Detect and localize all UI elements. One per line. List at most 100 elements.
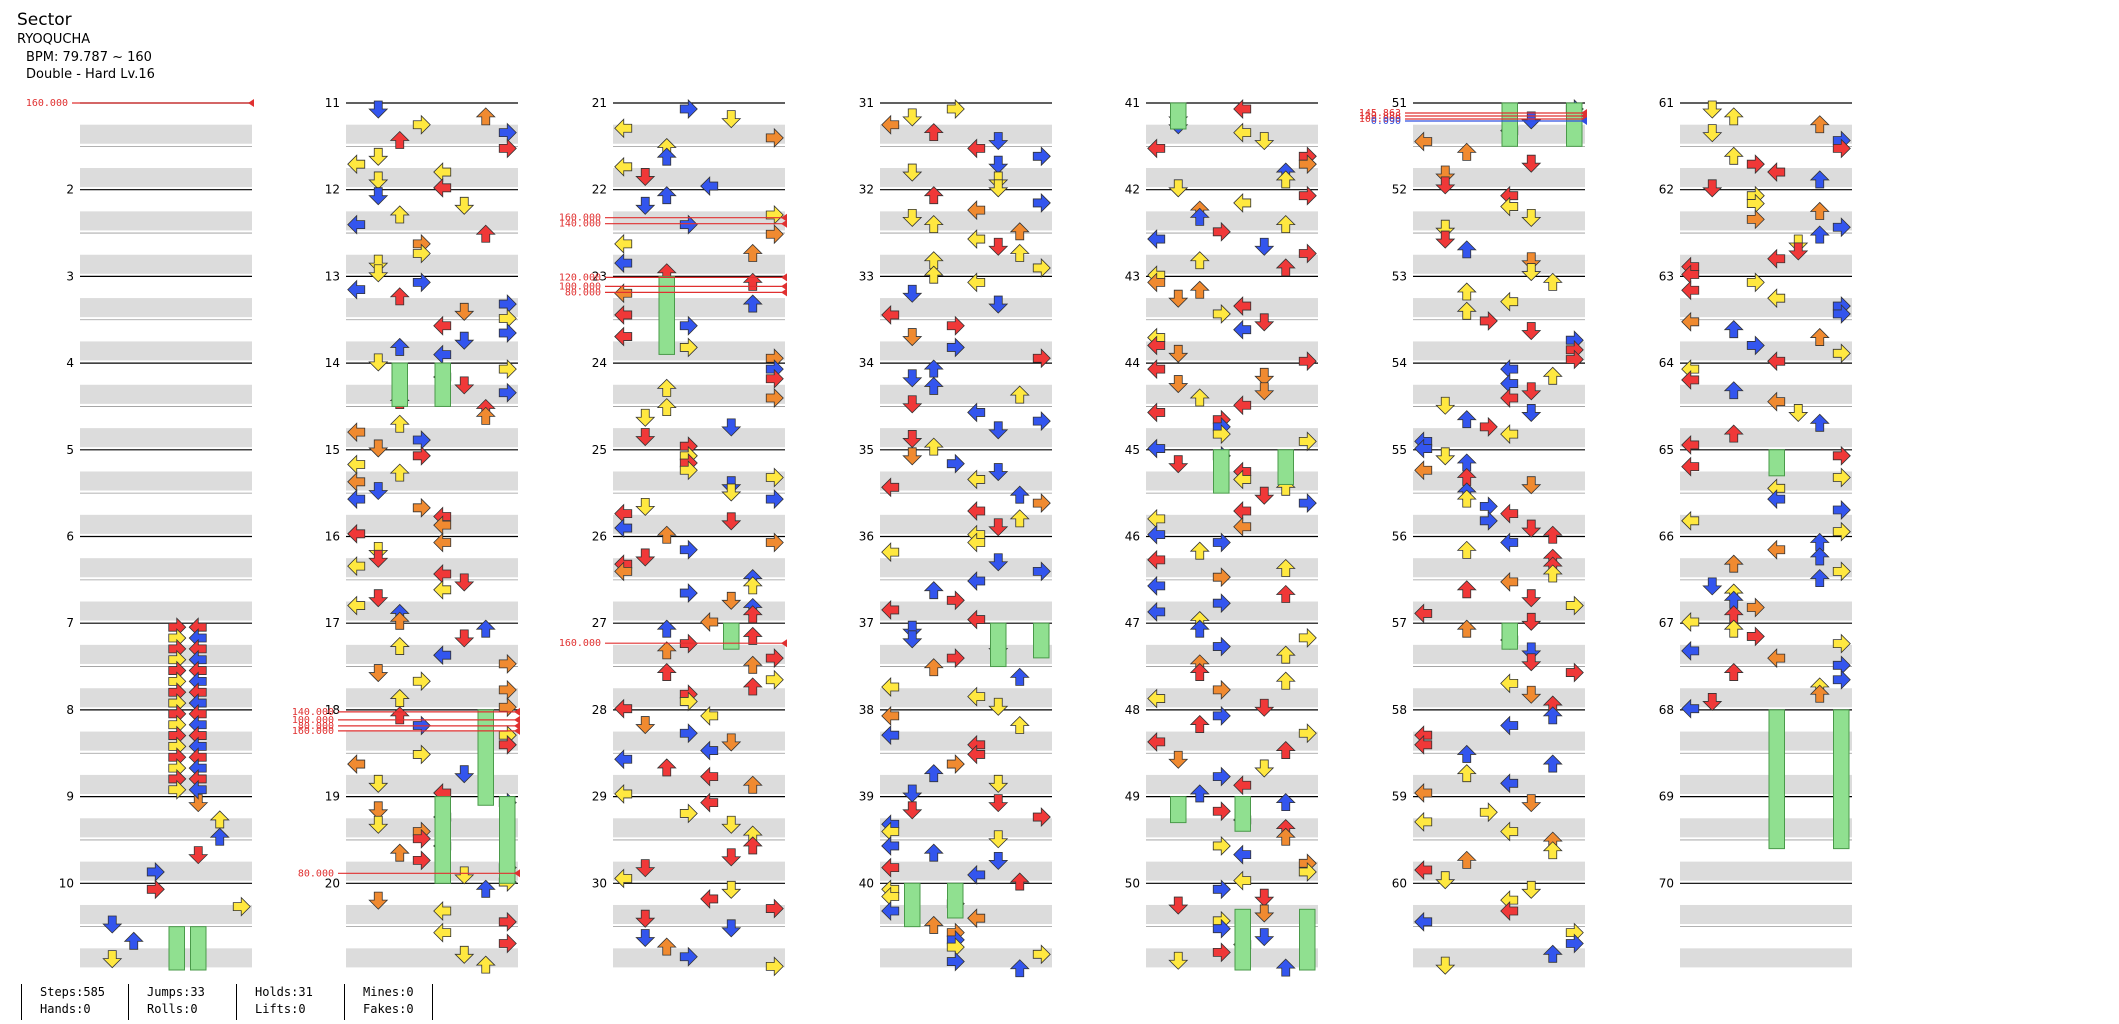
left-arrow-icon xyxy=(1233,319,1252,340)
beat-band xyxy=(346,254,518,274)
up-arrow-icon xyxy=(475,879,496,898)
down-arrow-icon xyxy=(188,846,209,865)
right-arrow-icon xyxy=(1298,861,1317,882)
left-arrow-icon xyxy=(1233,296,1252,317)
up-arrow-icon xyxy=(1809,569,1830,588)
measure-36: 36 xyxy=(859,530,1052,621)
down-arrow-icon xyxy=(1521,322,1542,341)
right-arrow-icon xyxy=(1212,221,1231,242)
beat-band xyxy=(1680,861,1852,881)
hold-bar xyxy=(477,709,494,806)
beat-band xyxy=(346,818,518,838)
up-arrow-icon xyxy=(475,955,496,974)
down-arrow-icon xyxy=(454,331,475,350)
beat-band xyxy=(80,384,252,404)
measure-29: 29 xyxy=(592,790,785,881)
measure-69: 69 xyxy=(1659,790,1852,881)
measure-19: 19 xyxy=(325,790,518,881)
right-arrow-icon xyxy=(765,127,784,148)
left-arrow-icon xyxy=(614,518,633,539)
bpm-label: 160.000 xyxy=(559,213,601,224)
left-arrow-icon xyxy=(614,783,633,804)
left-arrow-icon xyxy=(347,489,366,510)
left-arrow-icon xyxy=(347,422,366,443)
left-arrow-icon xyxy=(1500,196,1519,217)
up-arrow-icon xyxy=(389,337,410,356)
bpm-marker xyxy=(1581,117,1587,125)
right-arrow-icon xyxy=(765,224,784,245)
down-arrow-icon xyxy=(721,880,742,899)
right-arrow-icon xyxy=(498,734,517,755)
measure-number: 2 xyxy=(66,183,74,197)
left-arrow-icon xyxy=(881,304,900,325)
beat-band xyxy=(80,168,252,188)
right-arrow-icon xyxy=(1212,918,1231,939)
bpm-marker xyxy=(781,639,787,648)
measure-number: 53 xyxy=(1392,269,1407,283)
down-arrow-icon xyxy=(368,187,389,206)
beat-band xyxy=(80,124,252,144)
left-arrow-icon xyxy=(881,705,900,726)
measure-number: 44 xyxy=(1125,356,1140,370)
left-arrow-icon xyxy=(1414,911,1433,932)
right-arrow-icon xyxy=(412,243,431,264)
right-arrow-icon xyxy=(1746,154,1765,175)
right-arrow-icon xyxy=(1032,561,1051,582)
right-arrow-icon xyxy=(1212,942,1231,963)
up-arrow-icon xyxy=(1809,413,1830,432)
up-arrow-icon xyxy=(656,147,677,166)
beat-band xyxy=(346,861,518,881)
down-arrow-icon xyxy=(1521,111,1542,130)
down-arrow-icon xyxy=(721,512,742,531)
down-arrow-icon xyxy=(1168,179,1189,198)
right-arrow-icon xyxy=(1032,807,1051,828)
measure-4: 4 xyxy=(66,356,252,448)
measure-32: 32 xyxy=(859,183,1052,274)
left-arrow-icon xyxy=(347,595,366,616)
measure-number: 37 xyxy=(859,616,874,630)
up-arrow-icon xyxy=(742,294,763,313)
down-arrow-icon xyxy=(902,784,923,803)
beat-band xyxy=(346,298,518,318)
left-arrow-icon xyxy=(1233,469,1252,490)
holds-layer xyxy=(168,102,1850,971)
beat-band xyxy=(880,818,1052,838)
step-chart: 2345678910111213141516171819202122232425… xyxy=(26,96,1852,978)
beat-band xyxy=(1413,818,1585,838)
up-arrow-icon xyxy=(475,619,496,638)
right-arrow-icon xyxy=(946,951,965,972)
beat-band xyxy=(1146,558,1318,578)
left-arrow-icon xyxy=(1414,783,1433,803)
measure-37: 37 xyxy=(859,616,1052,708)
right-arrow-icon xyxy=(1032,257,1051,278)
right-arrow-icon xyxy=(1565,933,1584,954)
beat-band xyxy=(880,774,1052,794)
left-arrow-icon xyxy=(1500,424,1519,445)
down-arrow-icon xyxy=(454,945,475,964)
measure-6: 6 xyxy=(66,530,252,621)
beat-band xyxy=(613,124,785,144)
down-arrow-icon xyxy=(1521,382,1542,401)
beat-band xyxy=(1680,428,1852,448)
down-arrow-icon xyxy=(102,950,123,969)
right-arrow-icon xyxy=(1212,303,1231,324)
right-arrow-icon xyxy=(412,114,431,135)
left-arrow-icon xyxy=(1767,351,1786,372)
hold-bar xyxy=(190,926,207,971)
bpm-marker xyxy=(514,707,520,716)
down-arrow-icon xyxy=(1702,693,1723,712)
right-arrow-icon xyxy=(1746,335,1765,356)
up-arrow-icon xyxy=(1009,872,1030,891)
measure-number: 33 xyxy=(859,269,874,283)
beat-band xyxy=(880,948,1052,968)
measure-number: 4 xyxy=(66,356,74,370)
beat-band xyxy=(1413,471,1585,491)
up-arrow-icon xyxy=(1542,841,1563,860)
down-arrow-icon xyxy=(902,208,923,227)
down-arrow-icon xyxy=(1521,154,1542,173)
right-arrow-icon xyxy=(1565,595,1584,616)
beat-band xyxy=(1146,168,1318,188)
beat-band xyxy=(346,341,518,361)
right-arrow-icon xyxy=(765,489,784,510)
up-arrow-icon xyxy=(1723,381,1744,400)
